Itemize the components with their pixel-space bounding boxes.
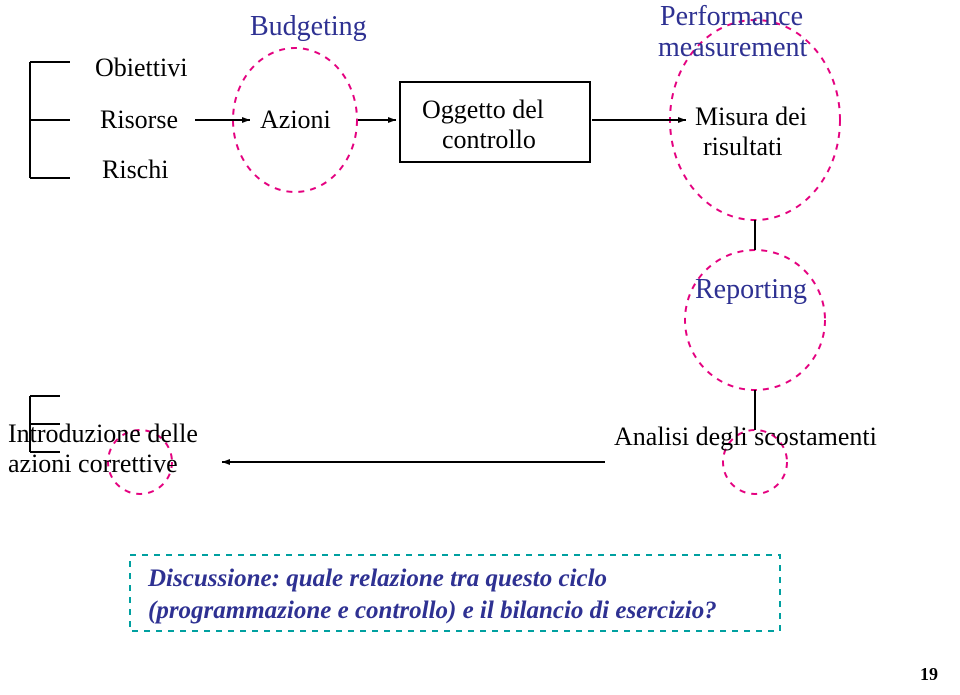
header-budgeting: Budgeting (250, 11, 367, 42)
discussion-line1: Discussione: quale relazione tra questo … (147, 565, 607, 592)
page-number: 19 (920, 664, 938, 684)
label-obiettivi: Obiettivi (95, 53, 187, 82)
label-risorse: Risorse (100, 105, 178, 134)
label-misura2: risultati (703, 132, 782, 161)
label-oggetto2: controllo (442, 125, 536, 154)
discussion-line2: (programmazione e controllo) e il bilanc… (148, 597, 717, 624)
reporting-circle (685, 250, 825, 390)
label-rischi: Rischi (102, 155, 168, 184)
label-oggetto1: Oggetto del (422, 95, 544, 124)
header-perf2: measurement (658, 32, 807, 63)
header-perf1: Performance (660, 1, 803, 32)
label-analisi: Analisi degli scostamenti (614, 422, 877, 451)
header-reporting: Reporting (695, 274, 807, 305)
label-misura1: Misura dei (695, 102, 807, 131)
label-intro2: azioni correttive (8, 449, 178, 478)
label-azioni: Azioni (260, 105, 331, 134)
